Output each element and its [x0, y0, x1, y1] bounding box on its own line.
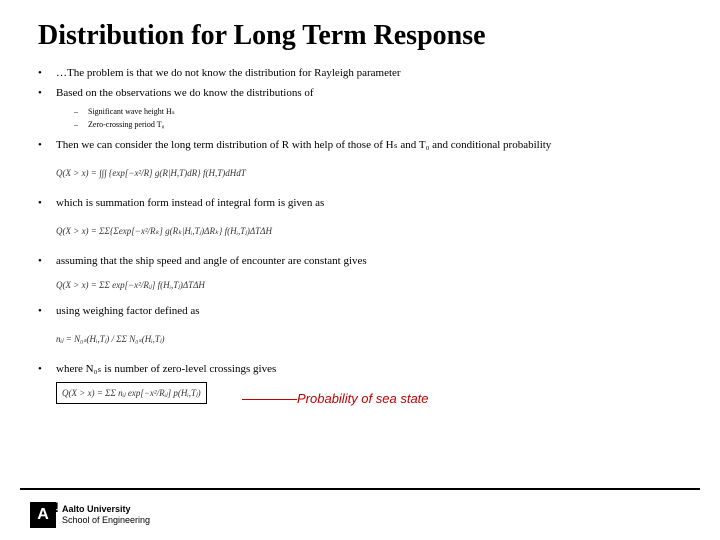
bullet-3: • Then we can consider the long term dis… — [38, 138, 690, 152]
bullet-4: • which is summation form instead of int… — [38, 196, 690, 210]
formula-3: Q(X > x) = ΣΣ exp[−x²/Rᵢⱼ] f(Hᵢ,Tⱼ)ΔTΔH — [56, 274, 690, 296]
bullet-marker: • — [38, 196, 56, 210]
bullet-7: • where N₀ₛ is number of zero-level cros… — [38, 362, 690, 376]
sub-marker: – — [74, 119, 88, 130]
logo: A Aalto University School of Engineering — [30, 502, 150, 528]
bullet-4-text: which is summation form instead of integ… — [56, 196, 324, 210]
logo-text: Aalto University School of Engineering — [62, 504, 150, 526]
bullet-1: • …The problem is that we do not know th… — [38, 66, 690, 80]
sub-2-text: Zero-crossing period T₀ — [88, 119, 164, 130]
bullet-marker: • — [38, 66, 56, 80]
sub-1-text: Significant wave height Hₛ — [88, 106, 175, 117]
logo-line1: Aalto University — [62, 504, 150, 515]
annotation-connector — [242, 399, 297, 400]
sub-list: – Significant wave height Hₛ – Zero-cros… — [74, 106, 690, 130]
sub-item-1: – Significant wave height Hₛ — [74, 106, 690, 117]
bullet-6: • using weighing factor defined as — [38, 304, 690, 318]
bullet-marker: • — [38, 304, 56, 318]
annotation-label: Probability of sea state — [297, 391, 429, 406]
formula-2-content: Q(X > x) = ΣΣ{Σexp[−x²/Rₖ] g(Rₖ|Hᵢ,Tⱼ)ΔR… — [56, 216, 690, 246]
sub-item-2: – Zero-crossing period T₀ — [74, 119, 690, 130]
sub-marker: – — [74, 106, 88, 117]
bullet-5-text: assuming that the ship speed and angle o… — [56, 254, 367, 268]
bullet-marker: • — [38, 86, 56, 100]
logo-mark: A — [30, 502, 56, 528]
bullet-marker: • — [38, 138, 56, 152]
bullet-marker: • — [38, 254, 56, 268]
bullet-5: • assuming that the ship speed and angle… — [38, 254, 690, 268]
slide-container: Distribution for Long Term Response • …T… — [0, 0, 720, 422]
bullet-2: • Based on the observations we do know t… — [38, 86, 690, 100]
formula-5: Q(X > x) = ΣΣ nᵢⱼ exp[−x²/Rᵢⱼ] p(Hᵢ,Tⱼ) … — [56, 382, 690, 404]
formula-4-content: nᵢⱼ = N₀ₛ(Hᵢ,Tⱼ) / ΣΣ N₀ₛ(Hᵢ,Tⱼ) — [56, 324, 690, 354]
formula-3-content: Q(X > x) = ΣΣ exp[−x²/Rᵢⱼ] f(Hᵢ,Tⱼ)ΔTΔH — [56, 274, 690, 296]
formula-5-content: Q(X > x) = ΣΣ nᵢⱼ exp[−x²/Rᵢⱼ] p(Hᵢ,Tⱼ) — [62, 388, 201, 399]
formula-2: Q(X > x) = ΣΣ{Σexp[−x²/Rₖ] g(Rₖ|Hᵢ,Tⱼ)ΔR… — [56, 216, 690, 246]
formula-1-content: Q(X > x) = ∫∫∫ {exp[−x²/R] g(R|H,T)dR} f… — [56, 158, 690, 188]
bullet-2-text: Based on the observations we do know the… — [56, 86, 314, 100]
formula-5-box: Q(X > x) = ΣΣ nᵢⱼ exp[−x²/Rᵢⱼ] p(Hᵢ,Tⱼ) … — [56, 382, 207, 404]
bullet-3-text: Then we can consider the long term distr… — [56, 138, 551, 152]
logo-line2: School of Engineering — [62, 515, 150, 526]
footer-divider — [20, 488, 700, 490]
bullet-marker: • — [38, 362, 56, 376]
bullet-7-text: where N₀ₛ is number of zero-level crossi… — [56, 362, 276, 376]
formula-1: Q(X > x) = ∫∫∫ {exp[−x²/R] g(R|H,T)dR} f… — [56, 158, 690, 188]
bullet-1-text: …The problem is that we do not know the … — [56, 66, 401, 80]
formula-4: nᵢⱼ = N₀ₛ(Hᵢ,Tⱼ) / ΣΣ N₀ₛ(Hᵢ,Tⱼ) — [56, 324, 690, 354]
bullet-6-text: using weighing factor defined as — [56, 304, 200, 318]
slide-title: Distribution for Long Term Response — [38, 20, 690, 52]
